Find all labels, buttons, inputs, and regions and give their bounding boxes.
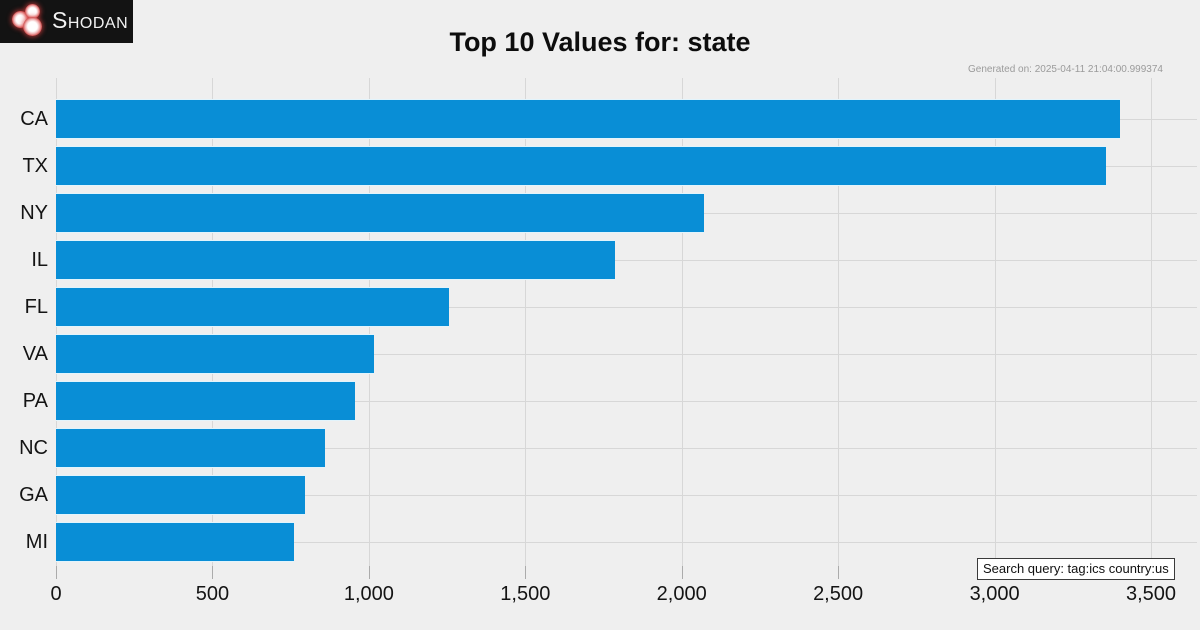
y-gridline bbox=[56, 541, 1197, 543]
y-tick-label-va: VA bbox=[22, 342, 48, 365]
y-gridline bbox=[56, 353, 1197, 355]
y-gridline bbox=[56, 494, 1197, 496]
logo-circle bbox=[25, 3, 40, 19]
generated-timestamp: Generated on: 2025-04-11 21:04:00.999374 bbox=[968, 64, 1163, 75]
x-gridline bbox=[994, 78, 996, 566]
x-tick-label: 2,000 bbox=[656, 583, 707, 605]
y-tick-label-pa: PA bbox=[22, 389, 48, 412]
shodan-logo-icon bbox=[12, 3, 45, 41]
bar-ca bbox=[56, 98, 1120, 139]
y-gridline bbox=[56, 447, 1197, 449]
y-tick-label-ca: CA bbox=[20, 107, 48, 130]
x-tick-label: 500 bbox=[195, 583, 230, 605]
y-gridline bbox=[56, 400, 1197, 402]
bar-mi bbox=[56, 521, 294, 562]
bar-ga bbox=[56, 474, 305, 515]
shodan-logo[interactable]: Shodan bbox=[0, 0, 133, 43]
x-tick-label: 1,500 bbox=[500, 583, 551, 605]
y-tick-label-nc: NC bbox=[19, 436, 48, 459]
logo-circle bbox=[23, 16, 42, 36]
y-tick-label-fl: FL bbox=[24, 295, 48, 318]
x-tick-mark bbox=[212, 566, 214, 579]
y-gridline bbox=[56, 259, 1197, 261]
x-tick-mark bbox=[525, 566, 527, 579]
bar-nc bbox=[56, 427, 326, 468]
x-tick-label: 3,000 bbox=[969, 583, 1020, 605]
x-tick-mark bbox=[681, 566, 683, 579]
bar-fl bbox=[56, 286, 449, 327]
y-tick-label-ny: NY bbox=[20, 201, 48, 224]
shodan-logo-text: Shodan bbox=[52, 6, 129, 33]
bar-il bbox=[56, 239, 615, 280]
x-tick-mark bbox=[56, 566, 57, 579]
y-tick-label-mi: MI bbox=[25, 530, 48, 553]
x-tick-label: 0 bbox=[50, 583, 62, 605]
y-gridline bbox=[56, 306, 1197, 308]
x-tick-mark bbox=[838, 566, 840, 579]
x-tick-label: 2,500 bbox=[813, 583, 864, 605]
bar-va bbox=[56, 333, 374, 374]
x-tick-label: 1,000 bbox=[343, 583, 394, 605]
x-gridline bbox=[1151, 78, 1152, 566]
bar-ny bbox=[56, 192, 704, 233]
plot-area bbox=[56, 78, 1197, 566]
chart-title: Top 10 Values for: state bbox=[449, 27, 751, 57]
y-tick-label-ga: GA bbox=[19, 483, 48, 506]
y-tick-label-il: IL bbox=[31, 248, 48, 271]
y-tick-label-tx: TX bbox=[22, 154, 48, 177]
x-tick-label: 3,500 bbox=[1125, 583, 1177, 605]
x-gridline bbox=[681, 78, 683, 566]
x-gridline bbox=[838, 78, 840, 566]
bar-pa bbox=[56, 380, 355, 421]
x-tick-mark bbox=[368, 566, 370, 579]
bar-tx bbox=[56, 145, 1106, 186]
search-query-box: Search query: tag:ics country:us bbox=[977, 558, 1175, 580]
x-gridline bbox=[525, 78, 527, 566]
